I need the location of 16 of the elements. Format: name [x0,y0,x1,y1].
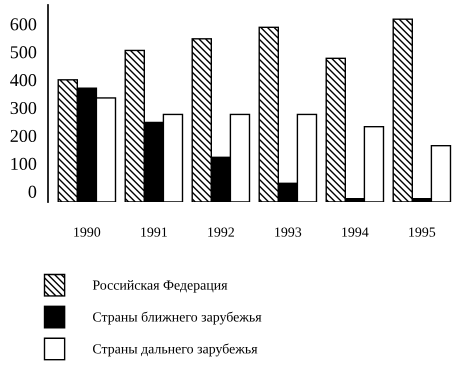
x-tick-label: 1990 [74,227,100,237]
x-tick-label: 1994 [342,227,369,237]
legend-label: Страны дальнего зарубежья [92,343,258,356]
y-tick-label: 100 [11,158,36,170]
y-tick-label: 500 [10,46,36,58]
x-tick-label: 1991 [141,227,167,237]
y-tick-label: 0 [28,186,36,198]
y-tick-label: 300 [10,102,36,114]
legend-label: Страны ближнего зарубежья [92,312,262,325]
y-tick-label: 600 [10,18,36,30]
y-tick-label: 200 [10,130,36,142]
x-tick-label: 1993 [275,227,302,237]
x-tick-label: 1992 [208,227,234,237]
y-tick-label: 400 [10,74,36,86]
legend-label: Российская Федерация [92,280,228,293]
x-tick-label: 1995 [409,227,436,237]
